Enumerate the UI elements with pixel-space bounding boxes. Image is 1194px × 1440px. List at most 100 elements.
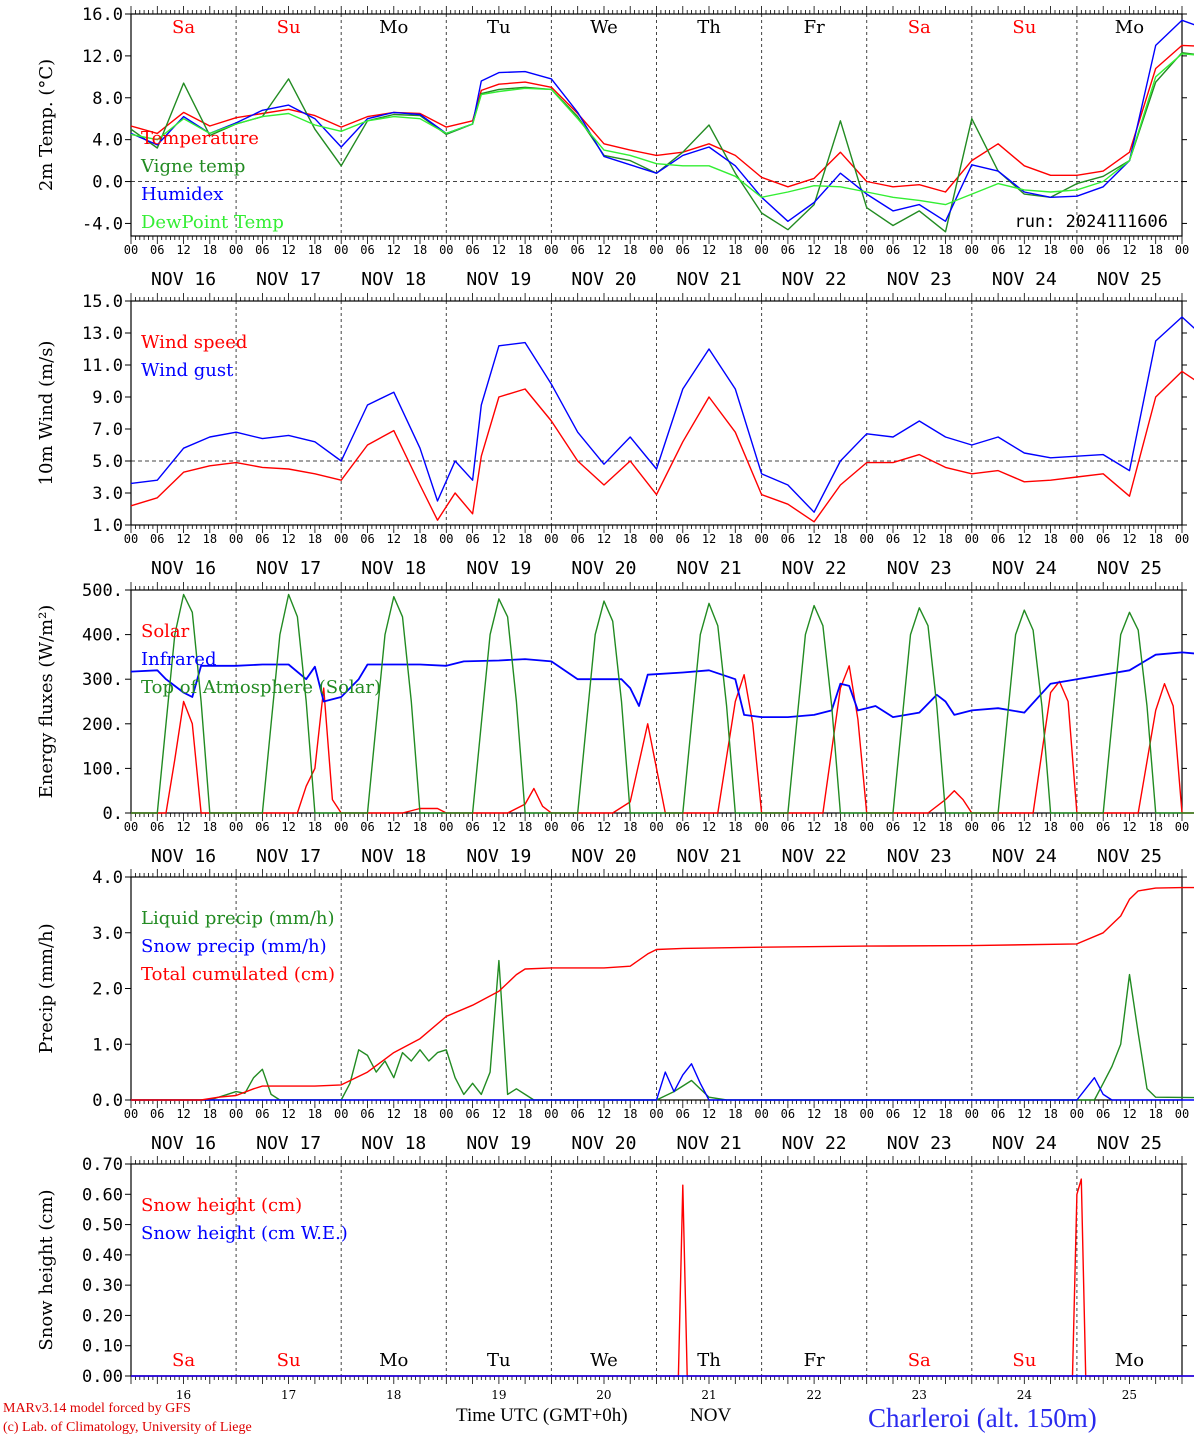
- hour-tick-label: 06: [360, 1107, 374, 1121]
- legend-entry: Infrared: [141, 649, 216, 670]
- hour-tick-label: 00: [334, 243, 348, 257]
- hour-tick-label: 12: [597, 243, 611, 257]
- day-name-label: Su: [277, 1350, 301, 1371]
- hour-tick-label: 06: [1096, 243, 1110, 257]
- hour-tick-label: 06: [886, 820, 900, 834]
- date-label: NOV 25: [1097, 1133, 1162, 1154]
- hour-tick-label: 00: [649, 820, 663, 834]
- hour-tick-label: 12: [387, 1107, 401, 1121]
- day-number-label: 19: [491, 1388, 506, 1402]
- date-label: NOV 21: [677, 269, 742, 290]
- x-tick-marks: [130, 293, 1183, 533]
- hour-tick-label: 00: [544, 243, 558, 257]
- series-line-snow-precip-mm-h-: [131, 1063, 1194, 1101]
- hour-tick-label: 00: [859, 820, 873, 834]
- hour-tick-label: 12: [1017, 1107, 1031, 1121]
- date-label: NOV 18: [361, 1133, 426, 1154]
- hour-tick-label: 00: [649, 243, 663, 257]
- hour-tick-label: 18: [203, 820, 217, 834]
- hour-tick-label: 00: [965, 820, 979, 834]
- day-name-label: Sa: [908, 1350, 931, 1371]
- hour-tick-label: 18: [1148, 532, 1162, 546]
- y-tick-label: 9.0: [92, 388, 123, 408]
- hour-tick-label: 12: [597, 1107, 611, 1121]
- y-tick-label: 0.10: [82, 1337, 123, 1357]
- hour-tick-label: 06: [676, 532, 690, 546]
- hour-tick-label: 18: [833, 820, 847, 834]
- hour-tick-label: 12: [1122, 820, 1136, 834]
- hour-tick-label: 12: [492, 243, 506, 257]
- day-name-label: We: [590, 17, 618, 38]
- station-title: Charleroi (alt. 150m): [868, 1403, 1097, 1433]
- hour-tick-label: 06: [991, 820, 1005, 834]
- series-line-temperature: [130, 44, 1194, 193]
- legend-entry: Wind speed: [141, 332, 247, 353]
- hour-tick-label: 06: [360, 243, 374, 257]
- day-number-label: 22: [807, 1388, 822, 1402]
- hour-tick-label: 06: [886, 532, 900, 546]
- hour-tick-label: 18: [1148, 820, 1162, 834]
- hour-tick-label: 12: [702, 243, 716, 257]
- panel-wind: 1.0 3.0 5.0 7.0 9.0 11.0 13.0 15.0 10m Wind (m/s…: [36, 292, 1194, 579]
- hour-tick-label: 18: [623, 1107, 637, 1121]
- hour-tick-label: 00: [1175, 532, 1189, 546]
- legend-entry: Solar: [141, 621, 190, 642]
- y-tick-label: 300.: [82, 670, 123, 690]
- hour-tick-label: 18: [728, 820, 742, 834]
- y-tick-label: 12.0: [82, 47, 123, 67]
- hour-tick-label: 00: [544, 532, 558, 546]
- series-line-wind-gust: [130, 316, 1194, 513]
- y-tick-label: 500.: [82, 581, 123, 601]
- series-line-infrared: [130, 651, 1194, 718]
- hour-tick-label: 00: [1070, 532, 1084, 546]
- date-label: NOV 23: [887, 558, 952, 579]
- hour-tick-label: 18: [308, 1107, 322, 1121]
- hour-tick-label: 12: [702, 1107, 716, 1121]
- hour-tick-label: 12: [281, 1107, 295, 1121]
- day-name-label: Sa: [172, 1350, 195, 1371]
- y-tick-label: 16.0: [82, 5, 123, 25]
- date-label: NOV 23: [887, 846, 952, 867]
- day-name-label: Fr: [804, 17, 825, 38]
- x-tick-marks: [130, 1156, 1183, 1384]
- hour-tick-label: 18: [938, 1107, 952, 1121]
- hour-tick-label: 18: [1043, 1107, 1057, 1121]
- hour-tick-label: 12: [702, 532, 716, 546]
- date-label: NOV 18: [361, 558, 426, 579]
- hour-tick-label: 18: [623, 532, 637, 546]
- legend-entry: Temperature: [141, 128, 259, 149]
- day-name-label: Sa: [908, 17, 931, 38]
- y-tick-label: 3.0: [92, 924, 123, 944]
- hour-tick-label: 12: [1122, 243, 1136, 257]
- hour-tick-label: 18: [938, 243, 952, 257]
- hour-tick-label: 00: [859, 243, 873, 257]
- hour-tick-label: 12: [912, 1107, 926, 1121]
- hour-tick-label: 18: [728, 1107, 742, 1121]
- series-line-dewpoint-temp: [130, 53, 1194, 206]
- hour-tick-label: 18: [1043, 532, 1057, 546]
- hour-tick-label: 00: [754, 820, 768, 834]
- day-number-label: 21: [701, 1388, 716, 1402]
- date-label: NOV 20: [571, 558, 636, 579]
- hour-tick-label: 18: [308, 243, 322, 257]
- hour-tick-label: 12: [1017, 532, 1031, 546]
- hour-tick-label: 18: [413, 820, 427, 834]
- hour-tick-label: 06: [886, 243, 900, 257]
- y-tick-label: 3.0: [92, 484, 123, 504]
- hour-tick-label: 00: [124, 820, 138, 834]
- day-number-label: 16: [176, 1388, 191, 1402]
- x-tick-marks: [130, 582, 1183, 821]
- y-tick-label: 0.30: [82, 1276, 123, 1296]
- day-number-label: 24: [1017, 1388, 1033, 1402]
- date-label: NOV 22: [782, 269, 847, 290]
- hour-tick-label: 18: [833, 243, 847, 257]
- y-tick-label: 4.0: [92, 131, 123, 151]
- hour-tick-label: 12: [1122, 1107, 1136, 1121]
- hour-tick-label: 12: [387, 532, 401, 546]
- hour-tick-label: 00: [439, 1107, 453, 1121]
- hour-tick-label: 12: [597, 532, 611, 546]
- hour-tick-label: 00: [439, 532, 453, 546]
- y-tick-label: 15.0: [82, 292, 123, 312]
- plot-frame: [130, 589, 1183, 814]
- hour-tick-label: 18: [623, 820, 637, 834]
